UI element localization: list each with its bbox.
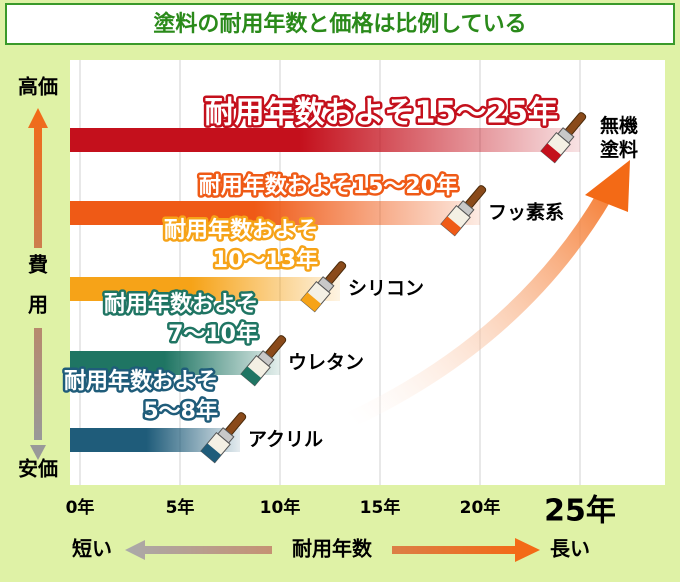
- x-arrow-head: [515, 538, 540, 562]
- x-tick-label: 20年: [460, 497, 501, 518]
- x-tick-label: 0年: [66, 497, 95, 518]
- bar-label: 5～8年: [143, 398, 218, 424]
- bar-label: 耐用年数およそ: [64, 368, 218, 394]
- x-tick-label: 5年: [166, 497, 195, 518]
- y-high: 高価: [18, 75, 58, 99]
- x-label: 耐用年数: [292, 537, 373, 561]
- bar-label: 耐用年数およそ: [164, 217, 318, 243]
- category-label: 無機塗料: [600, 114, 638, 161]
- trend-arrow: [346, 190, 612, 428]
- title-box: [5, 3, 675, 45]
- category-label: アクリル: [248, 429, 323, 451]
- bar-label: 10～13年: [213, 247, 318, 273]
- chart-title: 塗料の耐用年数と価格は比例している: [153, 11, 526, 37]
- x-tick-label: 15年: [360, 497, 401, 518]
- x-short: 短い: [72, 537, 112, 561]
- x-label-bg: [272, 536, 392, 564]
- bar: [70, 128, 580, 152]
- x-tick-label: 25年: [544, 494, 616, 529]
- y-label-bg: [24, 248, 52, 328]
- bar-label: 7～10年: [168, 321, 258, 347]
- bar: [70, 201, 480, 225]
- bar: [70, 277, 340, 301]
- y-arrow-tail: [30, 445, 46, 460]
- y-label: 費: [28, 253, 48, 277]
- category-label: フッ素系: [488, 201, 564, 224]
- bar-label: 耐用年数およそ15～20年: [199, 173, 458, 199]
- x-long: 長い: [550, 537, 590, 561]
- bar-label: 耐用年数およそ: [104, 291, 258, 317]
- bar-label: 耐用年数およそ15～25年: [205, 96, 559, 131]
- x-tick-label: 10年: [260, 497, 301, 518]
- trend-arrow-head: [585, 160, 630, 212]
- y-low: 安価: [18, 457, 58, 481]
- y-label: 用: [28, 293, 48, 317]
- category-label: ウレタン: [288, 352, 364, 374]
- category-label: シリコン: [348, 278, 424, 300]
